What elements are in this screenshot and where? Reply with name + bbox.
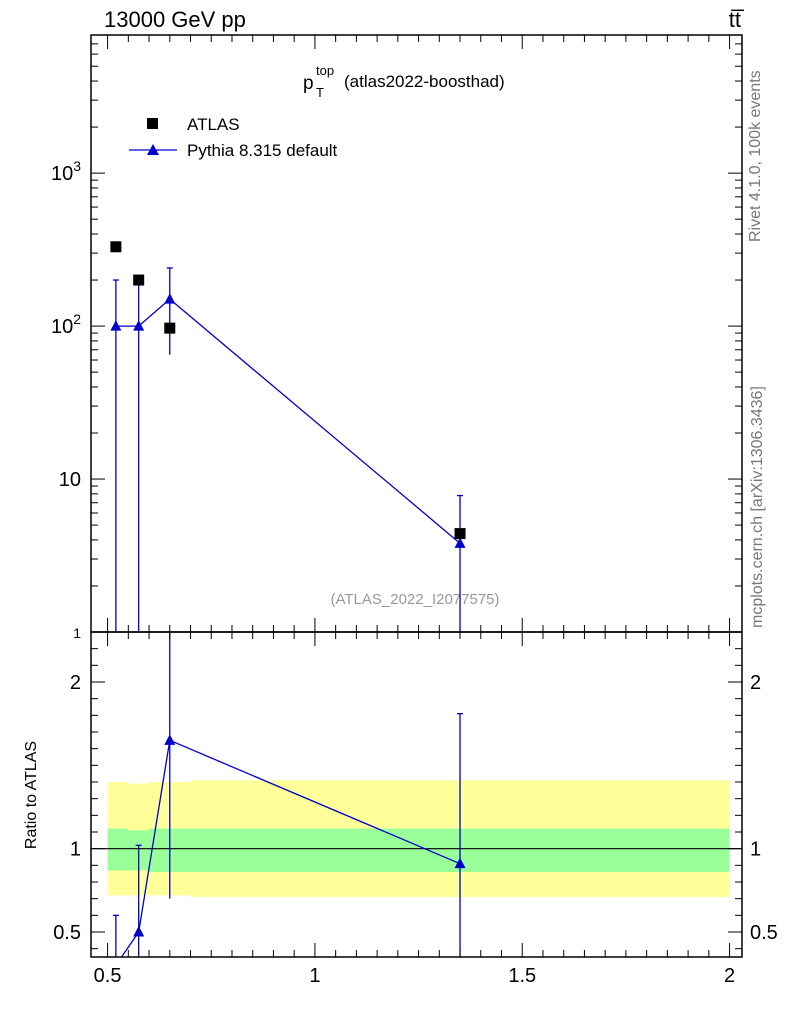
ratio-panel-frame — [90, 631, 743, 958]
legend-label-atlas: ATLAS — [187, 115, 240, 134]
ratio-band-green — [107, 828, 730, 872]
analysis-id-label: (ATLAS_2022_I2077575) — [330, 591, 499, 608]
main-axis-ticks: 1 10 102 103 — [51, 34, 742, 641]
ratio-y-tick-label: 1 — [70, 839, 81, 861]
legend-marker-atlas — [147, 118, 158, 129]
rivet-version-label: Rivet 4.1.0, 100k events — [747, 70, 764, 242]
pythia-series-line — [115, 298, 461, 544]
legend-label-pythia: Pythia 8.315 default — [187, 141, 338, 160]
ratio-y-axis-label: Ratio to ATLAS — [23, 741, 40, 849]
ratio-y-tick-label-right: 1 — [750, 839, 761, 861]
atlas-data-point — [454, 528, 466, 540]
ratio-y-tick-label: 2 — [70, 672, 81, 694]
ratio-axis-ticks: 0.5 0.5 1 1 2 2 0.5 1 1.5 2 — [53, 632, 778, 987]
main-data-marks — [110, 241, 466, 632]
plot-title-subscript: T — [316, 85, 324, 100]
x-tick-label: 2 — [724, 965, 735, 987]
atlas-data-point — [164, 322, 176, 334]
pythia-data-point — [133, 320, 145, 331]
ratio-data-point — [164, 734, 176, 745]
ratio-data-point — [133, 926, 145, 937]
atlas-data-point — [110, 241, 122, 253]
ratio-y-tick-label-right: 2 — [750, 672, 761, 694]
ratio-data-marks — [112, 632, 466, 958]
process-label: tt̅ — [729, 7, 745, 32]
x-tick-label: 0.5 — [94, 965, 122, 987]
x-tick-label: 1 — [309, 965, 320, 987]
main-y-tick-label: 10 — [59, 469, 81, 491]
main-y-tick-label: 102 — [51, 311, 81, 338]
legend-marker-pythia — [147, 144, 159, 155]
ratio-y-tick-label: 0.5 — [53, 922, 81, 944]
atlas-data-point — [133, 274, 145, 286]
energy-label: 13000 GeV pp — [104, 7, 246, 32]
plot-title-analysis: (atlas2022-boosthad) — [344, 72, 505, 91]
ratio-uncertainty-bands — [91, 780, 742, 897]
legend: ATLAS Pythia 8.315 default — [129, 115, 338, 160]
main-y-tick-label: 1 — [73, 625, 81, 641]
plot-title-main: p — [303, 73, 314, 94]
ratio-data-point — [454, 857, 466, 869]
pythia-data-point — [454, 537, 466, 548]
mcplots-url-label: mcplots.cern.ch [arXiv:1306.3436] — [749, 386, 766, 628]
main-y-tick-label: 103 — [51, 158, 81, 185]
ratio-y-tick-label-right: 0.5 — [750, 922, 778, 944]
pythia-data-point — [110, 320, 122, 331]
x-tick-label: 1.5 — [508, 965, 536, 987]
pythia-data-point — [164, 293, 176, 304]
plot-title-superscript: top — [316, 63, 334, 78]
ratio-series-line — [121, 739, 461, 958]
